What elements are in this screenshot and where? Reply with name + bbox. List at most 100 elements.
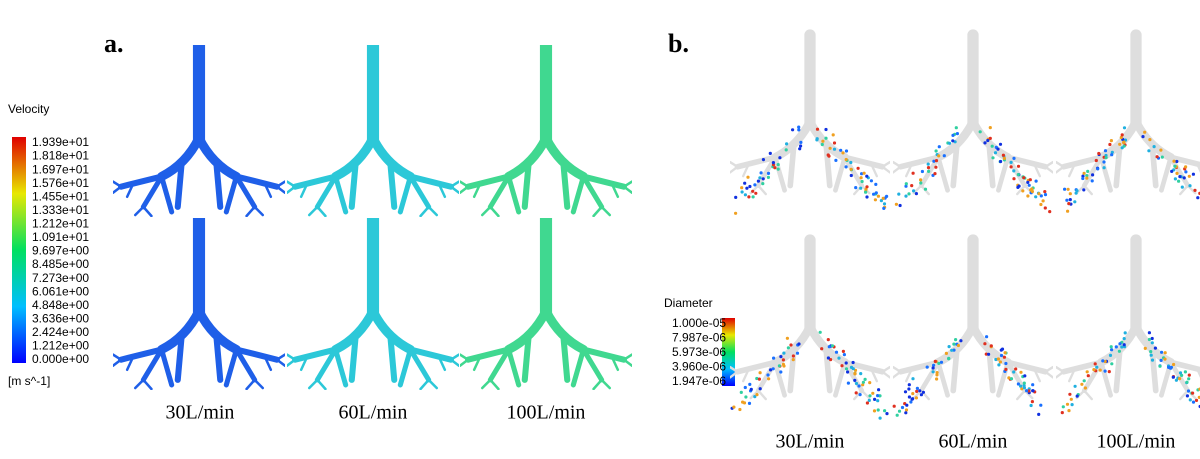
particle — [1026, 194, 1029, 197]
particle — [1086, 370, 1089, 373]
particle — [740, 186, 743, 189]
particle — [896, 414, 899, 417]
legend-tick-label: 1.212e+00 — [32, 339, 89, 353]
particle — [877, 408, 880, 411]
particle — [1175, 160, 1178, 163]
particle — [835, 351, 838, 354]
particle — [1161, 156, 1164, 159]
particle — [951, 139, 954, 142]
particle — [866, 401, 869, 404]
particle — [868, 394, 871, 397]
particle — [782, 364, 785, 367]
column-label: 30L/min — [776, 431, 845, 453]
particle — [937, 154, 940, 157]
particle — [827, 338, 830, 341]
particle — [1178, 377, 1181, 380]
particle — [1158, 365, 1161, 368]
particle — [1150, 354, 1153, 357]
particle — [898, 410, 901, 413]
particle — [912, 189, 915, 192]
particle — [1159, 149, 1162, 152]
particle — [1003, 157, 1006, 160]
particle — [863, 172, 866, 175]
airway — [893, 240, 1053, 399]
particle — [1121, 146, 1124, 149]
particle — [904, 390, 907, 393]
particle — [766, 373, 769, 376]
particle — [772, 357, 775, 360]
particle — [1148, 331, 1151, 334]
particle — [855, 382, 858, 385]
particle — [921, 170, 924, 173]
particle — [748, 185, 751, 188]
particle — [840, 364, 843, 367]
particle — [1091, 179, 1094, 182]
particle — [1156, 155, 1159, 158]
particle — [755, 393, 758, 396]
particle — [927, 166, 930, 169]
particle — [985, 335, 988, 338]
particle — [1043, 190, 1046, 193]
particle — [1118, 342, 1121, 345]
particle — [1002, 154, 1005, 157]
particle — [885, 412, 888, 415]
particle — [778, 364, 781, 367]
particle — [1039, 203, 1042, 206]
legend-tick-label: 1.455e+01 — [32, 189, 89, 203]
particle — [1003, 356, 1006, 359]
particle — [938, 145, 941, 148]
particle — [935, 159, 938, 162]
legend-tick-label: 3.960e-06 — [672, 360, 726, 374]
particle — [734, 196, 737, 199]
particle — [1097, 152, 1100, 155]
particle — [1035, 180, 1038, 183]
particle — [745, 187, 748, 190]
particle — [754, 192, 757, 195]
particle — [1177, 180, 1180, 183]
particle — [816, 128, 819, 131]
particle — [874, 183, 877, 186]
particle — [1026, 181, 1029, 184]
particle — [761, 182, 764, 185]
particle — [860, 176, 863, 179]
particle — [769, 152, 772, 155]
particle — [827, 155, 830, 158]
particle — [1110, 153, 1113, 156]
particle — [1103, 166, 1106, 169]
column-label: 30L/min — [166, 402, 235, 424]
airway — [287, 45, 459, 216]
particle — [798, 147, 801, 150]
particle — [871, 392, 874, 395]
particle — [759, 387, 762, 390]
particle — [919, 181, 922, 184]
legend-tick-label: 1.947e-06 — [672, 374, 726, 388]
particle — [991, 145, 994, 148]
airway — [113, 45, 285, 216]
column-label: 100L/min — [507, 402, 586, 424]
particle — [935, 377, 938, 380]
particle — [855, 391, 858, 394]
particle — [932, 364, 935, 367]
particle — [909, 400, 912, 403]
particle — [1082, 188, 1085, 191]
particle — [907, 387, 910, 390]
particle — [1076, 395, 1079, 398]
particle — [865, 185, 868, 188]
particle — [1153, 145, 1156, 148]
legend-title: Diameter — [664, 296, 713, 310]
particle — [1004, 351, 1007, 354]
particle — [919, 178, 922, 181]
particle — [916, 387, 919, 390]
particle — [1122, 141, 1125, 144]
particle — [1110, 345, 1113, 348]
particle — [762, 158, 765, 161]
particle — [1169, 367, 1172, 370]
particle — [839, 149, 842, 152]
particle — [1025, 389, 1028, 392]
particle — [873, 398, 876, 401]
particle — [1083, 172, 1086, 175]
particle — [1184, 165, 1187, 168]
particle — [846, 370, 849, 373]
velocity-airways — [113, 45, 632, 389]
particle — [782, 358, 785, 361]
